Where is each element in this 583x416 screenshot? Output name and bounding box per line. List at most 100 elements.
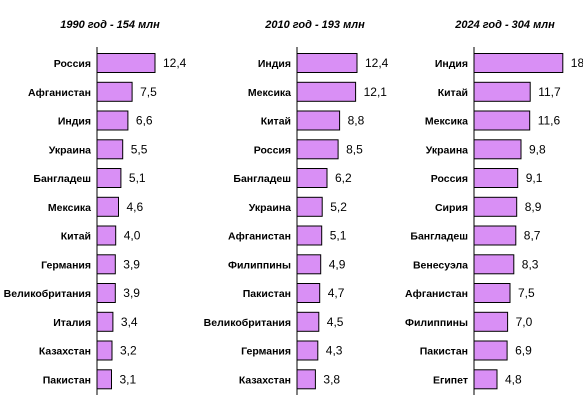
- category-label: Пакистан: [243, 288, 291, 300]
- value-label: 4,3: [326, 344, 343, 358]
- value-label: 5,1: [129, 171, 146, 185]
- value-label: 3,2: [120, 344, 137, 358]
- category-label: Россия: [431, 173, 468, 185]
- category-label: Египет: [433, 374, 468, 386]
- value-label: 8,9: [525, 200, 542, 214]
- bar: [96, 81, 133, 102]
- category-label: Бангладеш: [33, 173, 91, 185]
- category-label: Афганистан: [228, 231, 291, 243]
- bar: [473, 369, 498, 390]
- category-label: Афганистан: [28, 87, 91, 99]
- bar: [473, 283, 511, 303]
- category-label: Россия: [254, 144, 291, 156]
- bar: [296, 53, 358, 73]
- category-label: Пакистан: [43, 374, 91, 386]
- value-label: 12,4: [365, 56, 389, 70]
- chart-title: 1990 год - 154 млн: [60, 19, 160, 31]
- category-label: Украина: [49, 144, 91, 156]
- category-label: Бангладеш: [410, 231, 468, 243]
- value-label: 7,5: [140, 85, 157, 99]
- bar: [296, 340, 319, 361]
- chart-panel-1: 1990 год - 154 млн Россия 12,4 Афганистан 7,…: [4, 19, 187, 395]
- category-label: Великобритания: [4, 288, 91, 300]
- category-label: Бангладеш: [233, 173, 291, 185]
- category-label: Италия: [53, 317, 91, 329]
- value-label: 12,1: [364, 85, 388, 99]
- chart-panel-2: 2010 год - 193 млн Индия 12,4 Мексика 12,1 Ки…: [204, 19, 389, 395]
- bar: [473, 110, 531, 131]
- bar: [96, 225, 117, 246]
- chart-title: 2024 год - 304 млн: [454, 19, 555, 31]
- bar: [96, 168, 122, 188]
- value-label: 3,9: [123, 257, 140, 271]
- value-label: 11,7: [538, 85, 561, 99]
- value-label: 8,8: [348, 114, 365, 128]
- value-label: 3,8: [323, 372, 340, 386]
- bar: [296, 283, 321, 303]
- value-label: 9,8: [529, 142, 546, 156]
- value-label: 8,7: [524, 229, 541, 243]
- bar: [96, 283, 116, 303]
- value-label: 4,9: [329, 257, 346, 271]
- value-label: 7,5: [518, 286, 535, 300]
- category-label: Россия: [54, 58, 91, 70]
- bar: [96, 139, 124, 160]
- bar: [473, 196, 518, 217]
- category-label: Германия: [241, 346, 291, 358]
- value-label: 4,0: [124, 229, 141, 243]
- value-label: 5,2: [330, 200, 347, 214]
- bar: [96, 110, 129, 131]
- category-label: Индия: [435, 58, 468, 70]
- category-label: Казахстан: [239, 374, 291, 386]
- category-label: Мексика: [248, 87, 291, 99]
- value-label: 6,2: [335, 171, 352, 185]
- bar: [473, 311, 509, 332]
- category-label: Сирия: [435, 202, 468, 214]
- bar: [96, 340, 113, 361]
- value-label: 8,5: [346, 142, 363, 156]
- bar: [473, 340, 508, 361]
- bar: [473, 168, 519, 188]
- value-label: 6,6: [136, 114, 153, 128]
- bar: [296, 225, 323, 246]
- category-label: Украина: [249, 202, 291, 214]
- category-label: Филиппины: [228, 259, 291, 271]
- value-label: 5,5: [131, 142, 148, 156]
- value-label: 18,5: [571, 56, 583, 70]
- bar: [296, 81, 357, 102]
- category-label: Китай: [438, 87, 468, 99]
- bar: [96, 254, 116, 275]
- bar: [96, 369, 112, 390]
- category-label: Афганистан: [405, 288, 468, 300]
- category-label: Индия: [58, 116, 91, 128]
- value-label: 11,6: [538, 114, 561, 128]
- bar: [296, 139, 339, 160]
- value-label: 8,3: [522, 257, 539, 271]
- value-label: 4,7: [328, 286, 345, 300]
- value-label: 4,5: [327, 315, 344, 329]
- bar: [473, 254, 515, 275]
- bar: [96, 311, 114, 332]
- value-label: 6,9: [515, 344, 532, 358]
- category-label: Венесуэла: [413, 259, 468, 271]
- category-label: Китай: [61, 231, 91, 243]
- category-label: Индия: [258, 58, 291, 70]
- bar: [296, 196, 323, 217]
- value-label: 12,4: [163, 56, 187, 70]
- bar: [473, 81, 531, 102]
- value-label: 3,1: [120, 372, 137, 386]
- value-label: 5,1: [330, 229, 347, 243]
- bar: [96, 53, 156, 73]
- bar: [296, 110, 341, 131]
- category-label: Филиппины: [405, 317, 468, 329]
- bar: [296, 168, 328, 188]
- value-label: 3,9: [123, 286, 140, 300]
- value-label: 9,1: [526, 171, 543, 185]
- bar: [296, 254, 322, 275]
- category-label: Мексика: [48, 202, 91, 214]
- value-label: 7,0: [516, 315, 533, 329]
- bar: [296, 311, 320, 332]
- chart-panel-3: 2024 год - 304 млн Индия 18,5 Китай 11,7 Мекс…: [405, 19, 583, 395]
- category-label: Великобритания: [204, 317, 291, 329]
